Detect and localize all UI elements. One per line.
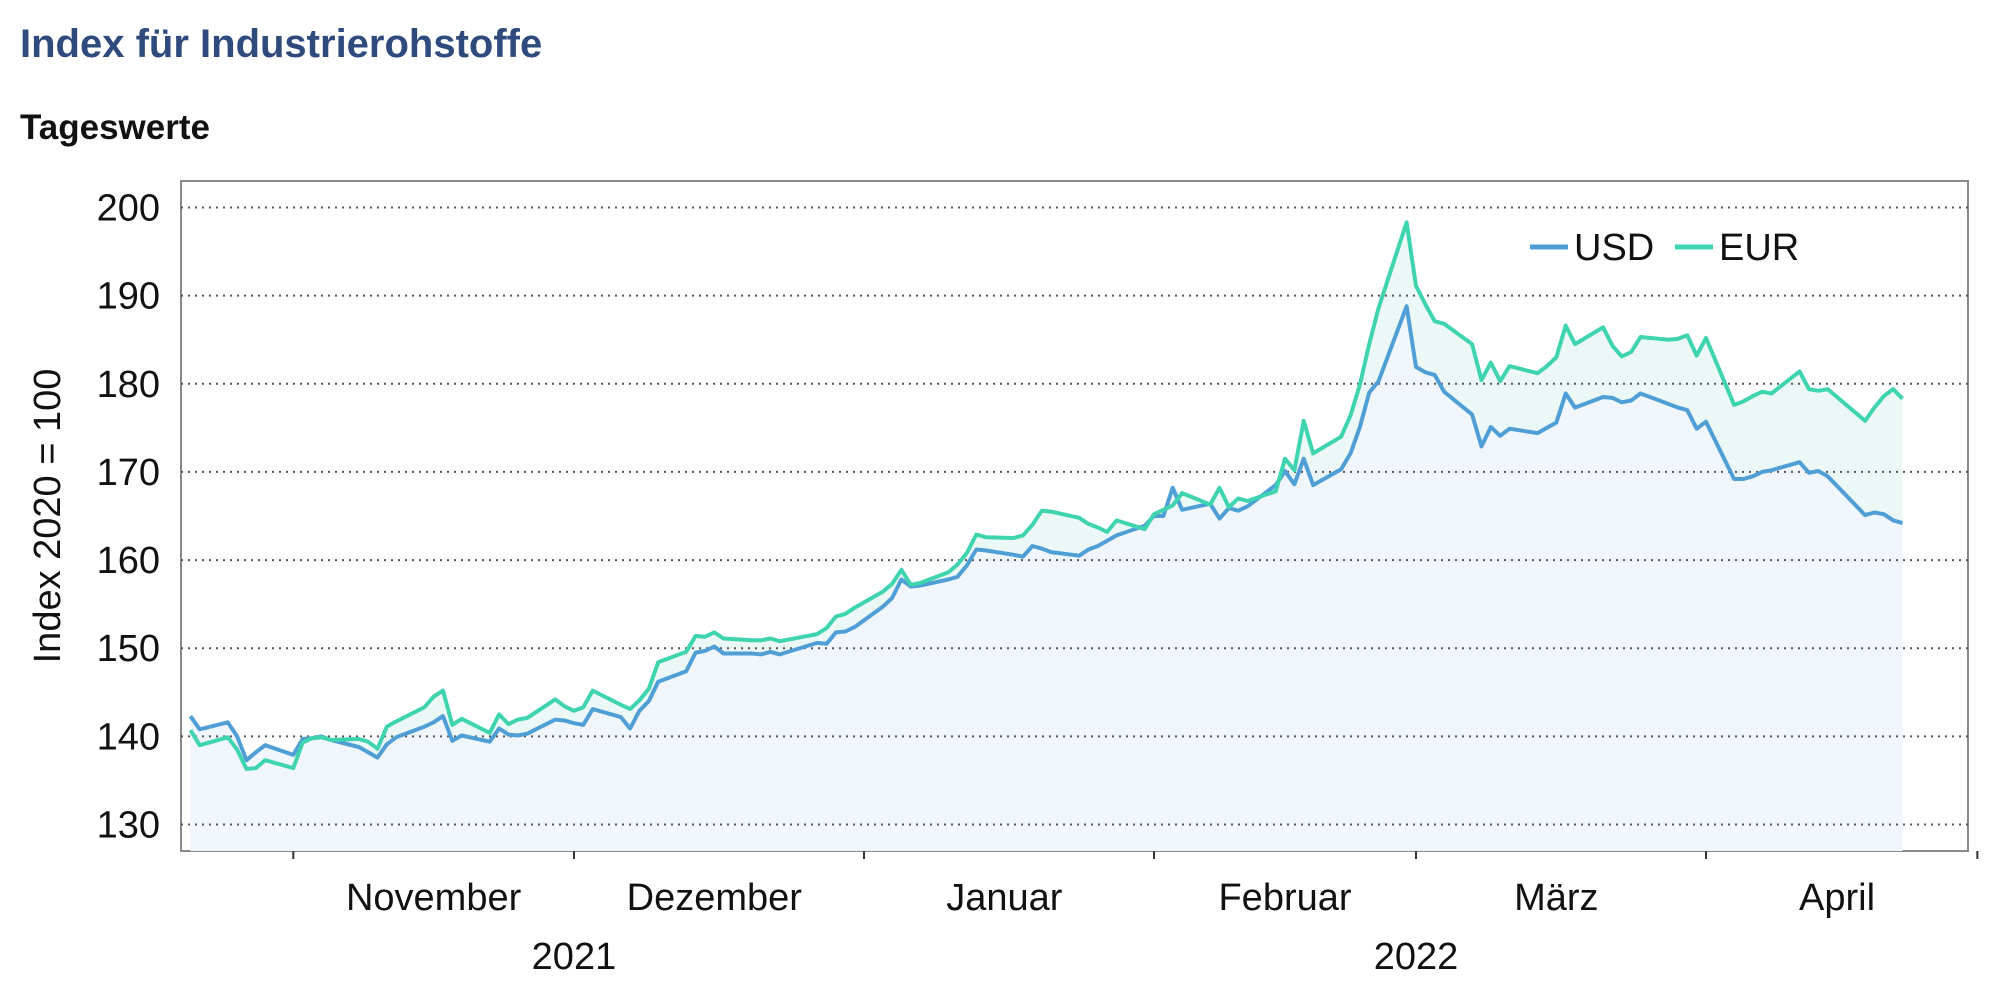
y-tick-label: 190: [97, 276, 160, 318]
legend: USD EUR: [1530, 227, 1799, 269]
y-tick-label: 150: [97, 628, 160, 670]
x-axis: November Dezember Januar Februar März April 20…: [292, 851, 1979, 978]
x-month-label: Februar: [1218, 877, 1351, 919]
page-subtitle: Tageswerte: [20, 108, 210, 147]
legend-label-eur: EUR: [1719, 227, 1799, 269]
x-month-label: November: [346, 877, 522, 919]
series-line-usd: [188, 304, 1904, 763]
y-tick-label: 180: [97, 364, 160, 406]
y-tick-label: 170: [97, 452, 160, 494]
page-title: Index für Industrierohstoffe: [20, 22, 543, 66]
y-axis: 130 140 150 160 170 180 190 200: [97, 187, 160, 846]
series-lines: [188, 220, 1904, 771]
legend-label-usd: USD: [1574, 227, 1654, 269]
area-fills: [190, 222, 1903, 851]
x-year-label: 2021: [532, 936, 617, 978]
x-year-label: 2022: [1374, 936, 1459, 978]
x-month-label: März: [1514, 877, 1598, 919]
usd-area-fill: [190, 306, 1903, 851]
y-axis-title: Index 2020 = 100: [27, 369, 69, 664]
y-tick-label: 160: [97, 540, 160, 582]
x-month-label: Januar: [946, 877, 1063, 919]
series-line-eur: [188, 220, 1904, 771]
y-tick-label: 130: [97, 805, 160, 847]
y-tick-label: 200: [97, 187, 160, 229]
y-tick-label: 140: [97, 716, 160, 758]
x-month-label: April: [1799, 877, 1875, 919]
x-month-label: Dezember: [627, 877, 803, 919]
